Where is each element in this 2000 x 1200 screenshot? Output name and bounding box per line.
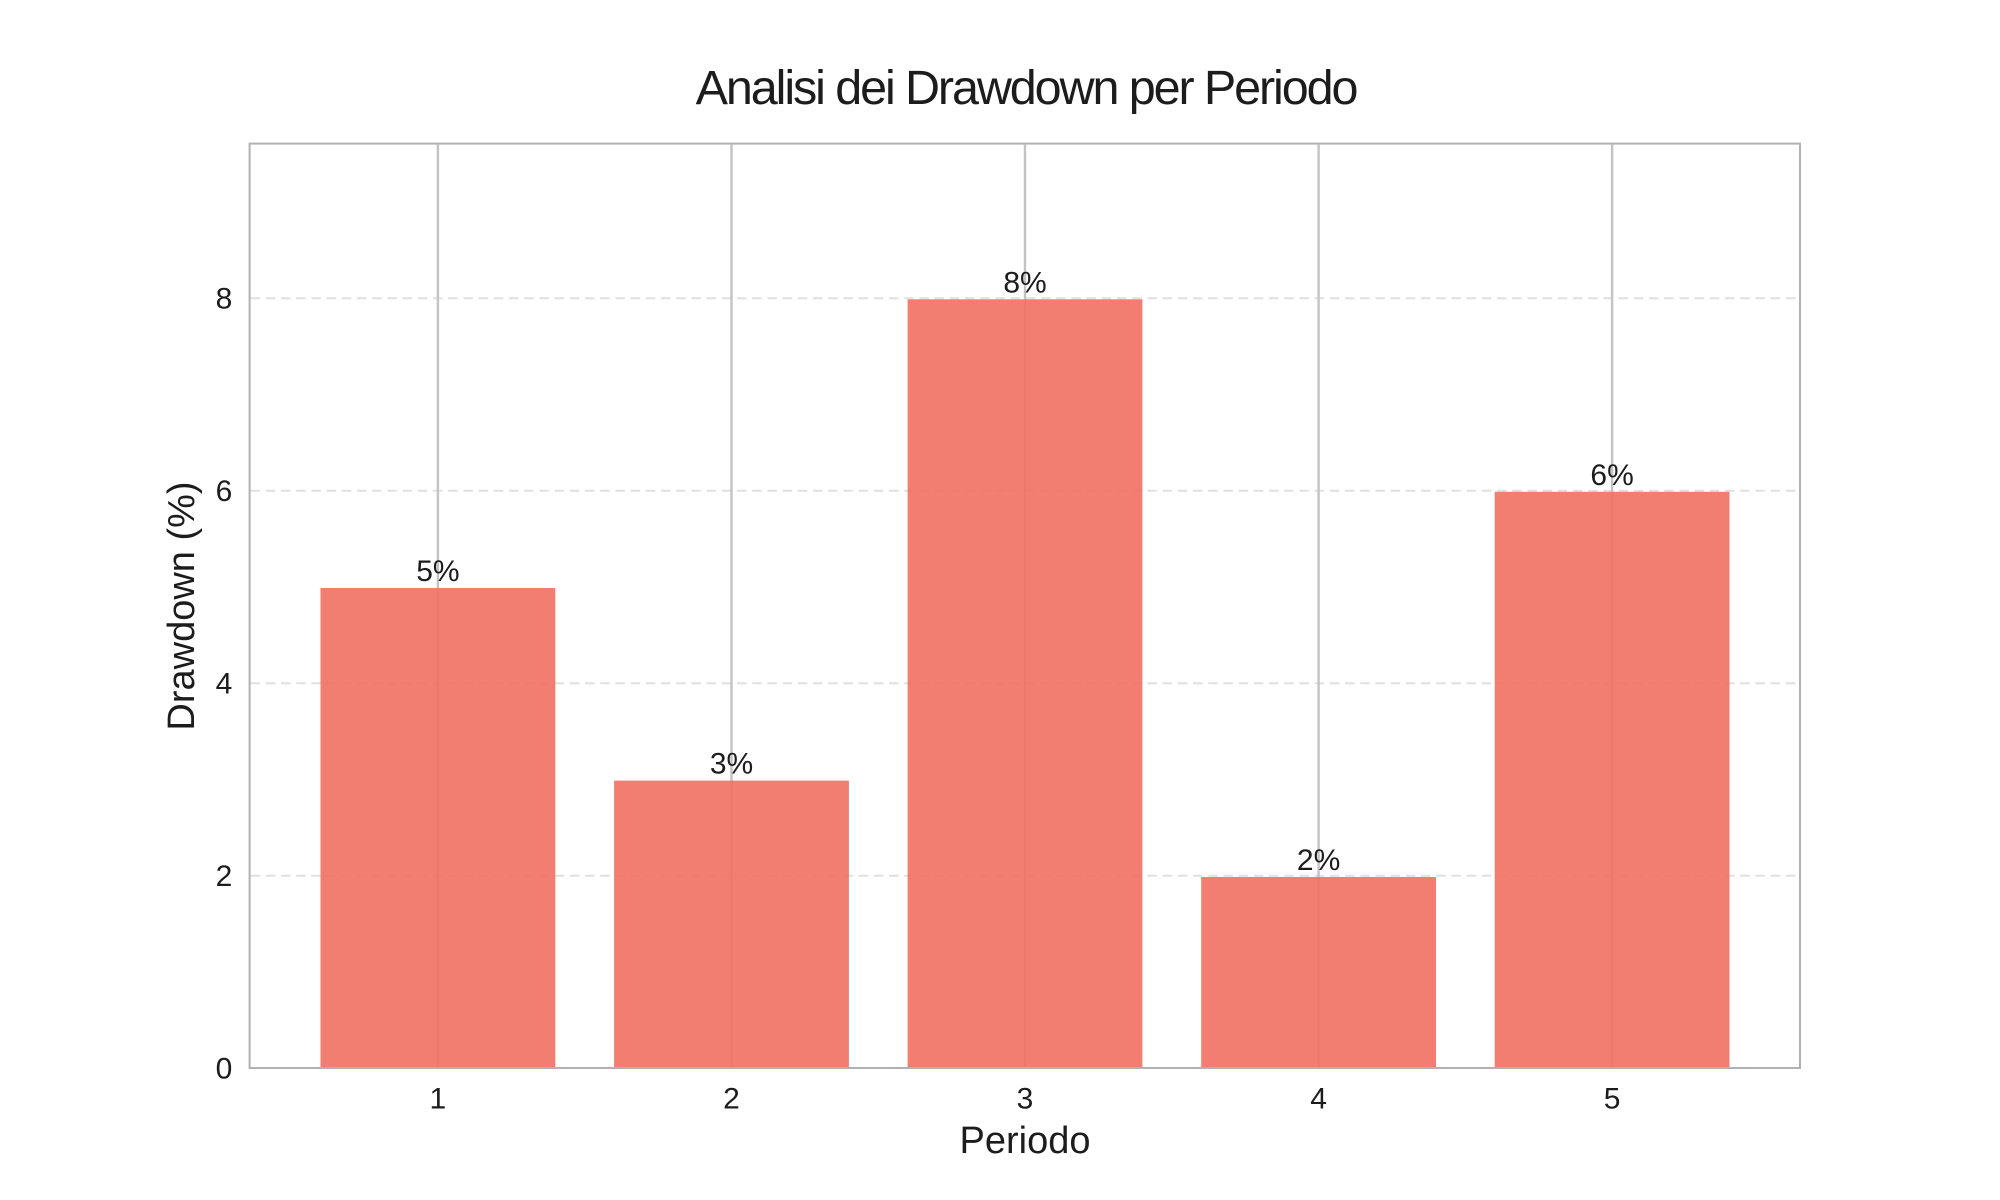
svg-text:3%: 3%	[710, 748, 753, 781]
svg-text:Periodo: Periodo	[960, 1120, 1091, 1162]
svg-text:6%: 6%	[1590, 459, 1633, 492]
svg-text:4: 4	[1310, 1083, 1327, 1116]
svg-text:Drawdown (%): Drawdown (%)	[161, 481, 203, 730]
svg-text:6: 6	[216, 475, 233, 508]
svg-text:Analisi dei Drawdown per Perio: Analisi dei Drawdown per Periodo	[696, 61, 1357, 115]
svg-text:2: 2	[723, 1083, 740, 1116]
svg-text:1: 1	[430, 1083, 447, 1116]
svg-text:2%: 2%	[1297, 844, 1340, 877]
svg-text:3: 3	[1017, 1083, 1034, 1116]
svg-text:5: 5	[1604, 1083, 1621, 1116]
svg-text:8: 8	[216, 282, 233, 315]
svg-text:4: 4	[216, 667, 233, 700]
svg-text:5%: 5%	[416, 555, 459, 588]
svg-text:8%: 8%	[1003, 266, 1046, 299]
svg-text:0: 0	[216, 1052, 233, 1085]
svg-text:2: 2	[216, 860, 233, 893]
